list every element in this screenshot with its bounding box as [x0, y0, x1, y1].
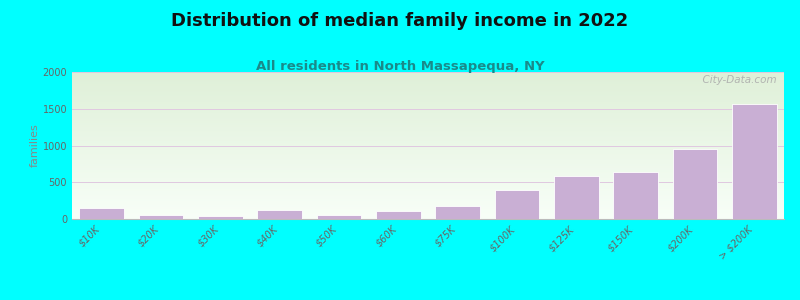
- Text: All residents in North Massapequa, NY: All residents in North Massapequa, NY: [256, 60, 544, 73]
- Bar: [376, 211, 421, 219]
- Text: Distribution of median family income in 2022: Distribution of median family income in …: [171, 12, 629, 30]
- Y-axis label: families: families: [30, 124, 40, 167]
- Bar: [673, 149, 718, 219]
- Bar: [614, 172, 658, 219]
- Text: City-Data.com: City-Data.com: [696, 75, 777, 85]
- Bar: [198, 216, 242, 219]
- Bar: [494, 190, 539, 219]
- Bar: [258, 210, 302, 219]
- Bar: [732, 103, 777, 219]
- Bar: [79, 208, 124, 219]
- Bar: [554, 176, 598, 219]
- Bar: [138, 215, 183, 219]
- Bar: [317, 215, 362, 219]
- Bar: [435, 206, 480, 219]
